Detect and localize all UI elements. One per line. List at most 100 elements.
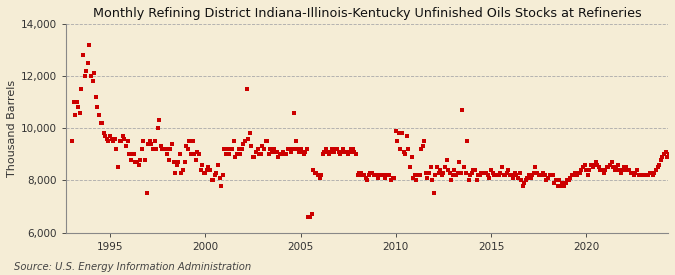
Point xyxy=(525,175,536,180)
Point xyxy=(365,170,376,175)
Point xyxy=(100,134,111,138)
Point xyxy=(552,183,563,188)
Point xyxy=(657,155,668,159)
Point xyxy=(309,170,320,175)
Point xyxy=(140,157,151,162)
Point xyxy=(403,147,414,151)
Point xyxy=(643,173,653,177)
Point xyxy=(421,170,431,175)
Point xyxy=(257,144,268,149)
Point xyxy=(505,173,516,177)
Point xyxy=(493,173,504,177)
Point xyxy=(462,139,472,144)
Point xyxy=(316,173,327,177)
Point xyxy=(165,147,176,151)
Point xyxy=(103,139,114,144)
Point xyxy=(124,152,134,156)
Point xyxy=(566,173,577,177)
Point xyxy=(331,147,342,151)
Point xyxy=(101,136,112,141)
Point xyxy=(558,183,569,188)
Point xyxy=(641,173,652,177)
Point xyxy=(255,152,266,156)
Point xyxy=(394,131,404,136)
Point xyxy=(665,155,675,159)
Point xyxy=(213,163,223,167)
Point xyxy=(662,155,672,159)
Point xyxy=(298,152,309,156)
Point xyxy=(148,147,159,151)
Point xyxy=(539,173,550,177)
Point xyxy=(390,129,401,133)
Point xyxy=(194,152,205,156)
Point xyxy=(116,139,127,144)
Point xyxy=(411,178,422,183)
Point xyxy=(571,173,582,177)
Point xyxy=(620,165,631,169)
Point xyxy=(192,150,202,154)
Point xyxy=(624,168,634,172)
Point xyxy=(294,150,304,154)
Point xyxy=(175,152,186,156)
Point xyxy=(303,215,314,219)
Point xyxy=(325,150,336,154)
Point xyxy=(439,165,450,169)
Point xyxy=(664,152,674,156)
Point xyxy=(451,173,462,177)
Point xyxy=(348,147,358,151)
Point xyxy=(666,194,675,198)
Point xyxy=(377,173,388,177)
Point xyxy=(246,144,256,149)
Point xyxy=(424,170,435,175)
Point xyxy=(262,139,273,144)
Point xyxy=(517,183,528,188)
Point xyxy=(349,150,360,154)
Point xyxy=(128,152,139,156)
Point xyxy=(362,178,373,183)
Point xyxy=(490,173,501,177)
Point xyxy=(198,170,209,175)
Point xyxy=(108,139,119,144)
Point xyxy=(232,152,242,156)
Point xyxy=(637,173,647,177)
Point xyxy=(275,152,286,156)
Point xyxy=(524,173,535,177)
Point xyxy=(154,118,165,123)
Point xyxy=(163,157,174,162)
Point xyxy=(516,178,526,183)
Point xyxy=(327,147,338,151)
Point xyxy=(78,53,88,57)
Point xyxy=(173,160,184,164)
Point xyxy=(99,131,109,136)
Point xyxy=(436,173,447,177)
Point xyxy=(508,175,518,180)
Point xyxy=(408,175,418,180)
Point xyxy=(389,175,400,180)
Point xyxy=(360,175,371,180)
Point xyxy=(597,168,608,172)
Point xyxy=(222,147,233,151)
Point xyxy=(187,139,198,144)
Point xyxy=(370,173,381,177)
Point xyxy=(573,170,584,175)
Point xyxy=(354,170,364,175)
Point xyxy=(576,168,587,172)
Point xyxy=(606,160,617,164)
Point xyxy=(546,173,557,177)
Point xyxy=(414,173,425,177)
Point xyxy=(208,178,219,183)
Point xyxy=(466,170,477,175)
Point xyxy=(72,100,82,104)
Point xyxy=(570,170,580,175)
Point xyxy=(121,144,132,149)
Point xyxy=(475,173,485,177)
Point xyxy=(611,165,622,169)
Point xyxy=(502,170,512,175)
Point xyxy=(519,181,530,185)
Point xyxy=(223,152,234,156)
Point xyxy=(465,173,476,177)
Point xyxy=(412,173,423,177)
Point xyxy=(448,173,458,177)
Point xyxy=(634,173,645,177)
Point xyxy=(628,173,639,177)
